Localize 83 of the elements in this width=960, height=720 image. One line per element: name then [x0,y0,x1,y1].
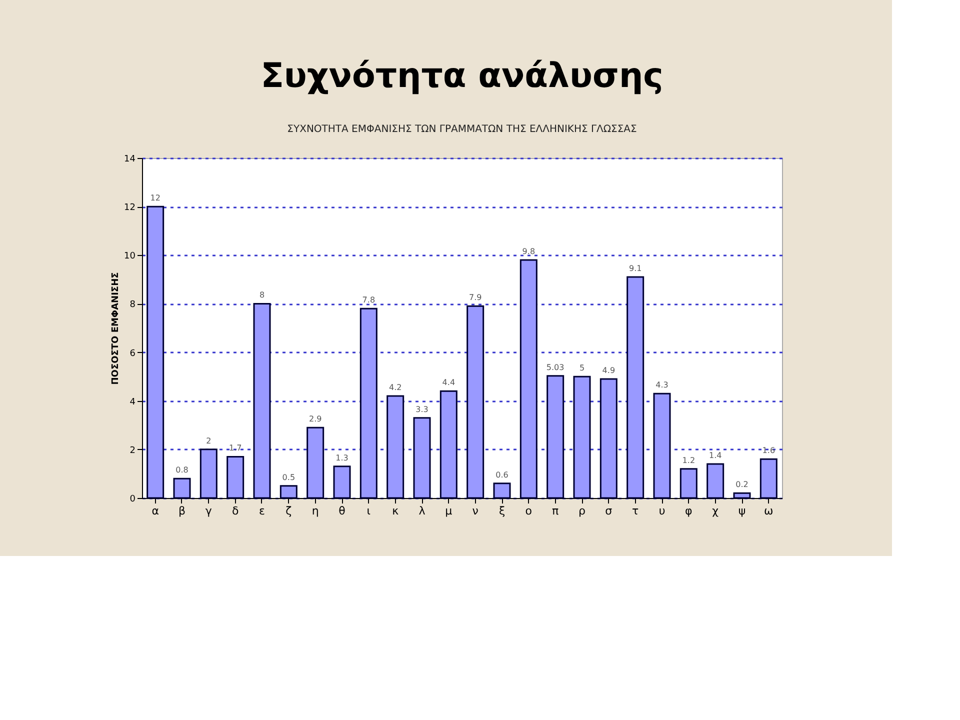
data-label: 1.7 [228,444,242,453]
bar [573,376,591,499]
data-label: 4.9 [602,366,616,375]
data-label: 9.8 [522,247,536,256]
x-tick-label: ξ [498,504,506,518]
x-tick-label: λ [418,504,426,518]
data-label: 5.03 [546,362,564,372]
x-tick-label: α [152,504,159,518]
bar [626,276,644,499]
y-tick-label: 6 [130,348,136,359]
x-tick-label: θ [338,504,346,518]
bar [706,463,724,499]
x-tick-label: κ [392,504,400,518]
x-tick-label: ζ [286,504,292,518]
data-label: 7.8 [362,296,376,305]
x-tick-label: σ [605,504,612,518]
x-tick-label: υ [658,504,666,518]
data-label: 2.9 [308,414,322,424]
bar [680,468,698,499]
data-label: 3.3 [416,404,428,414]
x-tick-label: η [312,504,319,518]
x-tick-label: ε [259,504,266,518]
bar [546,375,564,499]
y-axis-title: ΠΟΣΟΣΤΟ ΕΜΦΑΝΙΣΗΣ [111,272,122,385]
data-label: 0.8 [176,466,188,475]
data-label: 0.6 [496,470,508,480]
y-tick-label: 0 [130,494,136,504]
x-tick-label: φ [685,504,692,518]
bar [280,485,298,499]
x-tick-label: β [178,504,186,518]
bar [386,395,404,499]
bar [520,259,538,499]
bar [733,492,751,499]
y-tick-label: 14 [124,154,136,164]
x-tick-label: ψ [738,504,746,518]
data-label: 5 [579,364,585,373]
bar [653,392,671,499]
bar [173,478,191,499]
data-label: 7.9 [468,293,482,302]
data-label: 1.2 [682,456,696,465]
y-tick-label: 2 [130,446,136,456]
data-label: 1.6 [762,446,776,456]
data-label: 9.1 [628,264,642,273]
data-label: 1.3 [336,453,348,462]
data-label: 4.2 [388,383,402,392]
y-tick-label: 10 [124,252,136,262]
bar [333,466,351,499]
data-label: 8 [259,290,265,300]
data-label: 2 [206,436,212,446]
bar [226,456,244,499]
bar [466,305,484,499]
bar [760,458,778,499]
data-label: 0.5 [282,472,296,482]
x-tick-label: ο [525,504,532,518]
x-tick-label: χ [712,504,720,518]
bar [146,206,164,499]
data-label: 4.3 [656,380,668,390]
bar [200,448,218,499]
x-tick-label: ρ [578,504,586,518]
data-label: 12 [150,194,160,203]
bar [440,390,458,499]
data-label: 4.4 [442,378,456,388]
x-tick-label: ι [366,504,371,518]
chart-title: Συχνότητα ανάλυσης [260,56,664,96]
x-tick-label: μ [445,504,452,518]
bar [306,426,324,499]
bar [600,378,618,499]
bar [253,302,271,499]
bar [493,482,511,499]
x-tick-label: π [552,504,560,518]
data-label: 0.2 [736,480,748,490]
y-tick-label: 12 [124,203,136,214]
x-tick-label: ω [764,504,774,518]
data-label: 1.4 [708,451,722,460]
y-tick-label: 8 [130,300,136,310]
x-tick-label: τ [632,504,640,518]
chart-subtitle: ΣΥΧΝΟΤΗΤΑ ΕΜΦΑΝΙΣΗΣ ΤΩΝ ΓΡΑΜΜΑΤΩΝ ΤΗΣ ΕΛΛΗΝΙΚΗΣ ΓΛΩΣΣΑΣ [287,124,637,135]
x-tick-label: δ [232,504,239,518]
bar [360,308,378,499]
x-tick-label: ν [472,504,478,518]
x-tick-label: γ [205,504,212,518]
bar [413,417,431,499]
y-tick-label: 4 [130,397,136,408]
